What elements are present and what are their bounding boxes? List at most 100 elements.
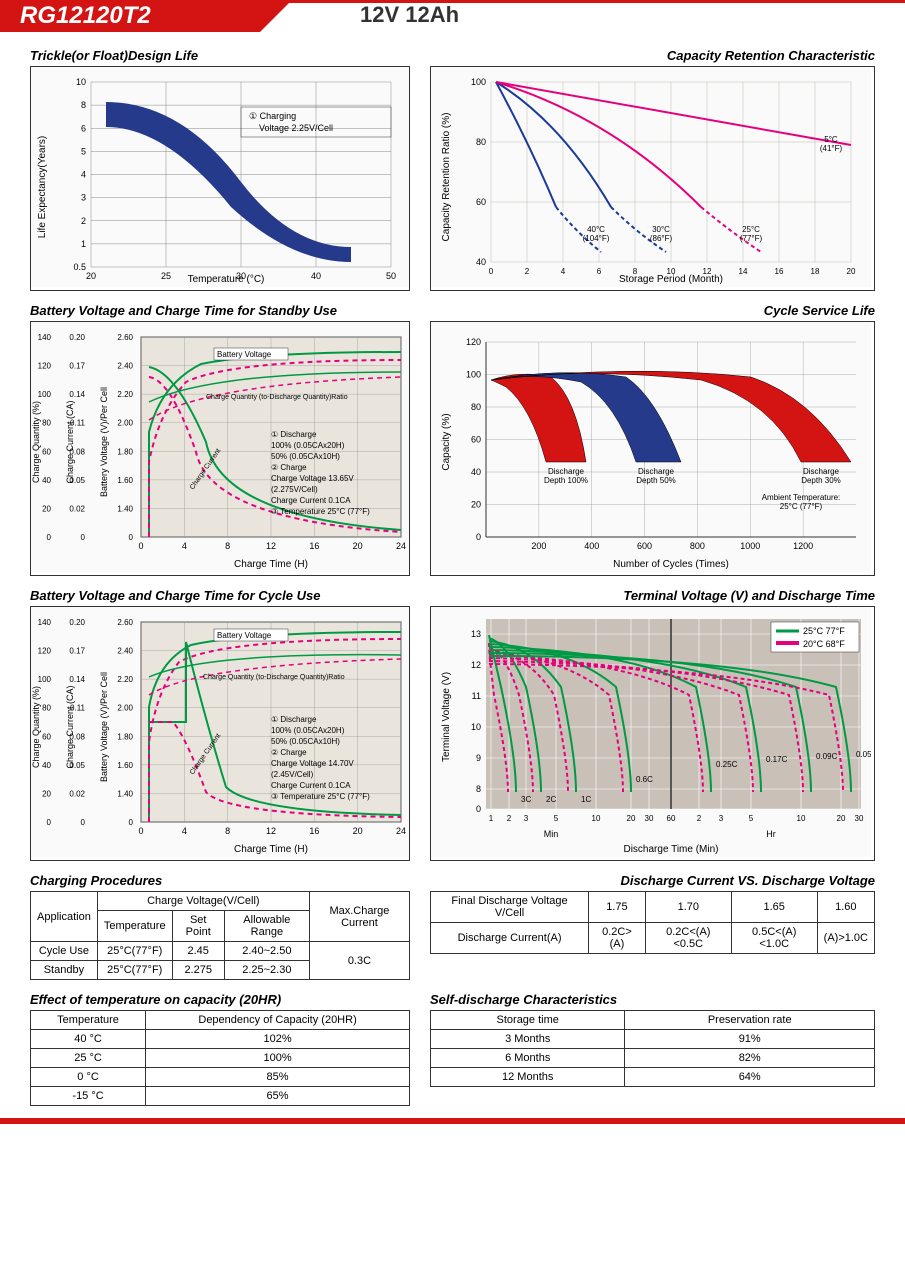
svg-text:2C: 2C [546,795,556,804]
svg-text:80: 80 [42,704,51,713]
svg-text:40: 40 [42,761,51,770]
svg-text:2.40: 2.40 [117,362,133,371]
svg-text:Charge Voltage 13.65V: Charge Voltage 13.65V [271,474,354,483]
svg-text:Depth 50%: Depth 50% [636,476,676,485]
svg-text:0.17C: 0.17C [766,755,788,764]
svg-text:1.40: 1.40 [117,504,133,513]
svg-text:Hr: Hr [766,829,776,839]
svg-text:0.14: 0.14 [69,390,85,399]
svg-text:1C: 1C [581,795,591,804]
svg-text:Charge Current (CA): Charge Current (CA) [65,685,75,768]
svg-text:20°C 68°F: 20°C 68°F [803,639,845,649]
th-max: Max.Charge Current [309,892,409,942]
svg-text:120: 120 [38,362,52,371]
svg-text:② Charge: ② Charge [271,463,307,472]
footer-bar [0,1118,905,1124]
svg-text:2.20: 2.20 [117,390,133,399]
svg-text:60: 60 [42,447,51,456]
svg-text:Charge Current 0.1CA: Charge Current 0.1CA [271,496,351,505]
svg-text:① Discharge: ① Discharge [271,715,317,724]
svg-text:400: 400 [584,541,599,551]
svg-text:800: 800 [690,541,705,551]
svg-text:100% (0.05CAx20H): 100% (0.05CAx20H) [271,726,345,735]
chart3: 000200.021.40400.051.60600.081.80800.112… [30,321,410,576]
cell: 25°C(77°F) [97,961,172,980]
svg-text:3C: 3C [521,795,531,804]
svg-text:Depth 100%: Depth 100% [544,476,588,485]
svg-text:0.05C: 0.05C [856,750,871,759]
cell: 2.275 [172,961,224,980]
svg-text:2.60: 2.60 [117,618,133,627]
cell: 0.5C<(A)<1.0C [731,923,817,954]
svg-text:60: 60 [471,435,481,445]
svg-text:9: 9 [476,753,481,763]
svg-text:0.09C: 0.09C [816,752,838,761]
svg-text:1.80: 1.80 [117,732,133,741]
svg-text:2.60: 2.60 [117,333,133,342]
svg-text:0.02: 0.02 [69,789,85,798]
svg-text:12: 12 [471,660,481,670]
svg-text:0.25C: 0.25C [716,760,738,769]
svg-text:20: 20 [353,541,363,551]
svg-text:100% (0.05CAx20H): 100% (0.05CAx20H) [271,441,345,450]
svg-text:5: 5 [554,814,559,823]
svg-text:4: 4 [81,170,86,180]
svg-text:0.17: 0.17 [69,647,85,656]
svg-text:50: 50 [386,271,396,281]
svg-text:① Discharge: ① Discharge [271,430,317,439]
svg-text:20: 20 [42,789,51,798]
th: Temperature [31,1011,146,1030]
svg-text:20: 20 [847,267,856,276]
svg-text:Depth 30%: Depth 30% [801,476,841,485]
svg-text:30°C(86°F): 30°C(86°F) [650,225,673,243]
svg-text:40: 40 [42,476,51,485]
svg-text:0: 0 [138,541,143,551]
svg-text:Storage Period (Month): Storage Period (Month) [619,274,723,285]
svg-text:1.80: 1.80 [117,447,133,456]
svg-text:120: 120 [38,647,52,656]
cell: (A)>1.0C [817,923,874,954]
svg-text:③ Temperature 25°C (77°F): ③ Temperature 25°C (77°F) [271,507,370,516]
chart5: 000200.021.40400.051.60600.081.80800.112… [30,606,410,861]
svg-text:3: 3 [719,814,724,823]
chart2: 40608010002468101214161820 40°C(104°F) 3… [430,66,875,291]
svg-text:20: 20 [471,500,481,510]
svg-text:Min: Min [544,829,559,839]
svg-text:40: 40 [311,271,321,281]
svg-text:3: 3 [524,814,529,823]
svg-text:Capacity Retention Ratio (%): Capacity Retention Ratio (%) [441,113,452,242]
cell: 85% [146,1068,410,1087]
svg-text:8: 8 [81,100,86,110]
chart2-title: Capacity Retention Characteristic [430,48,875,63]
svg-text:0: 0 [47,818,52,827]
svg-text:120: 120 [466,337,481,347]
svg-text:② Charge: ② Charge [271,748,307,757]
svg-text:Battery Voltage (V)/Per Cell: Battery Voltage (V)/Per Cell [99,387,109,497]
svg-text:Number of Cycles (Times): Number of Cycles (Times) [613,559,729,570]
page-header: RG12120T2 12V 12Ah [0,0,905,36]
svg-text:0: 0 [476,532,481,542]
header-line [260,0,905,3]
svg-text:0: 0 [129,533,134,542]
cell: -15 °C [31,1087,146,1106]
table1-title: Charging Procedures [30,873,410,888]
svg-text:25°C (77°F): 25°C (77°F) [780,502,823,511]
svg-text:14: 14 [739,267,748,276]
cell: 1.70 [645,892,731,923]
svg-text:Terminal Voltage (V): Terminal Voltage (V) [441,672,452,762]
svg-text:11: 11 [472,691,481,701]
svg-text:Charge Current (CA): Charge Current (CA) [65,400,75,483]
svg-text:80: 80 [42,419,51,428]
chart1-title: Trickle(or Float)Design Life [30,48,410,63]
cell: 0.3C [309,942,409,980]
table2-title: Discharge Current VS. Discharge Voltage [430,873,875,888]
chart1: 0.5123456810 2025304050 ① Charging Volta… [30,66,410,291]
cell: 0 °C [31,1068,146,1087]
svg-text:60: 60 [42,732,51,741]
cell: 100% [146,1049,410,1068]
svg-text:1.40: 1.40 [117,789,133,798]
cell: 0.2C>(A) [589,923,646,954]
svg-text:100: 100 [38,390,52,399]
svg-text:10: 10 [471,722,481,732]
svg-text:Temperature (°C): Temperature (°C) [188,274,265,285]
